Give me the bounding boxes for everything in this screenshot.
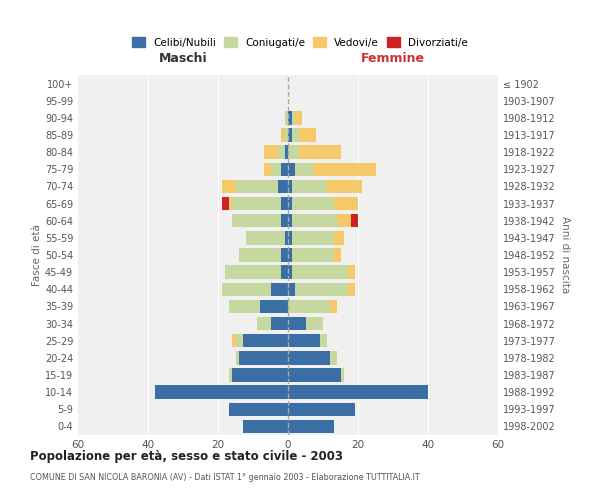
Bar [284,146,288,159]
Y-axis label: Anni di nascita: Anni di nascita [560,216,569,294]
Bar [235,180,277,193]
Bar [299,128,316,141]
Bar [281,197,288,210]
Bar [277,180,288,193]
Bar [288,420,334,433]
Bar [221,282,271,296]
Bar [288,402,355,416]
Bar [288,197,292,210]
Bar [284,111,288,124]
Bar [225,266,281,279]
Bar [334,197,358,210]
Bar [305,317,323,330]
Bar [295,162,313,176]
Bar [288,368,341,382]
Bar [271,317,288,330]
Bar [295,282,347,296]
Text: Maschi: Maschi [158,52,208,65]
Bar [288,214,292,228]
Bar [288,162,295,176]
Bar [155,386,288,399]
Bar [347,266,355,279]
Bar [334,248,341,262]
Bar [288,248,292,262]
Bar [334,231,344,244]
Bar [347,282,355,296]
Bar [288,231,292,244]
Bar [263,162,271,176]
Bar [292,214,337,228]
Bar [232,334,235,347]
Text: COMUNE DI SAN NICOLA BARONIA (AV) - Dati ISTAT 1° gennaio 2003 - Elaborazione TU: COMUNE DI SAN NICOLA BARONIA (AV) - Dati… [30,472,419,482]
Bar [239,351,288,364]
Bar [277,146,284,159]
Bar [232,368,288,382]
Bar [292,180,326,193]
Bar [229,300,260,313]
Bar [288,282,295,296]
Bar [281,128,284,141]
Bar [235,351,239,364]
Bar [288,266,292,279]
Bar [292,197,334,210]
Text: Popolazione per età, sesso e stato civile - 2003: Popolazione per età, sesso e stato civil… [30,450,343,463]
Bar [288,128,292,141]
Bar [288,317,305,330]
Text: Femmine: Femmine [361,52,425,65]
Bar [295,111,302,124]
Bar [292,248,334,262]
Bar [341,368,344,382]
Bar [320,334,326,347]
Bar [299,146,341,159]
Bar [229,197,232,210]
Bar [229,368,232,382]
Bar [271,282,288,296]
Bar [330,351,337,364]
Bar [351,214,358,228]
Bar [284,128,288,141]
Bar [292,111,295,124]
Bar [246,231,284,244]
Bar [271,162,281,176]
Bar [326,180,361,193]
Y-axis label: Fasce di età: Fasce di età [32,224,42,286]
Bar [288,300,330,313]
Bar [235,334,242,347]
Bar [284,231,288,244]
Bar [288,351,330,364]
Bar [288,386,428,399]
Bar [292,266,347,279]
Bar [242,420,288,433]
Bar [292,128,299,141]
Bar [263,146,277,159]
Bar [242,334,288,347]
Legend: Celibi/Nubili, Coniugati/e, Vedovi/e, Divorziati/e: Celibi/Nubili, Coniugati/e, Vedovi/e, Di… [130,35,470,50]
Bar [281,214,288,228]
Bar [232,197,281,210]
Bar [239,248,281,262]
Bar [232,214,281,228]
Bar [257,317,271,330]
Bar [281,162,288,176]
Bar [313,162,376,176]
Bar [288,334,320,347]
Bar [288,180,292,193]
Bar [330,300,337,313]
Bar [288,146,299,159]
Bar [221,197,229,210]
Bar [221,180,235,193]
Bar [229,402,288,416]
Bar [281,248,288,262]
Bar [292,231,334,244]
Bar [337,214,351,228]
Bar [288,111,292,124]
Bar [260,300,288,313]
Bar [281,266,288,279]
